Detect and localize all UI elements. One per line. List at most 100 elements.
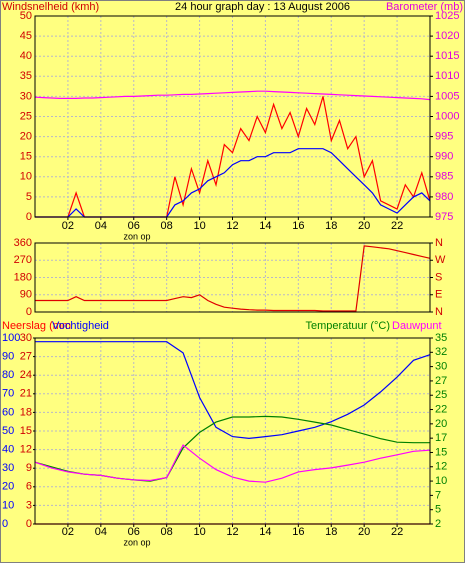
y3-tick-label: 0 [26,518,32,530]
series-name: Dauwpunt [392,320,442,332]
y3-tick-label: 6 [26,481,32,493]
y3-tick-label: 30 [20,332,32,344]
y2-tick-label: 7 [435,489,441,501]
y2-tick-label: 25 [435,389,447,401]
x-tick-label: 10 [193,220,205,232]
y2-tick-label: 17 [435,432,447,444]
y-tick-label: 50 [2,425,14,437]
y-tick-label: 25 [20,110,32,122]
y-tick-label: 0 [26,306,32,318]
y2-tick-label: 1005 [435,90,459,102]
x-tick-label: 06 [128,220,140,232]
y-tick-label: 45 [20,30,32,42]
y-tick-label: 10 [2,499,14,511]
y2-tick-label: 1015 [435,50,459,62]
y-tick-label: 5 [26,191,32,203]
y2-tick-label: 22 [435,403,447,415]
series-line [34,90,431,101]
y2-tick-label: 995 [435,131,453,143]
series-line [34,444,431,483]
y-tick-label: 20 [2,481,14,493]
x-tick-label: 16 [292,220,304,232]
y-tick-label: 20 [20,131,32,143]
series-name: Neerslag (mm [2,320,71,332]
plot-frame [34,242,431,313]
y3-tick-label: 3 [26,499,32,511]
y2-tick-label: W [435,254,446,266]
annotation: zon op [124,231,151,241]
y-tick-label: 90 [2,351,14,363]
x-tick-label: 16 [292,526,304,538]
y2-tick-label: 15 [435,446,447,458]
y2-tick-label: 30 [435,361,447,373]
y2-tick-label: E [435,289,442,301]
series-line [35,341,431,440]
y2-tick-label: 990 [435,151,453,163]
x-tick-label: 04 [95,220,107,232]
x-tick-label: 18 [325,220,337,232]
x-tick-label: 20 [358,220,370,232]
y2-tick-label: 1020 [435,30,459,42]
y3-tick-label: 24 [20,369,32,381]
y2-tick-label: 975 [435,211,453,223]
y-tick-label: 15 [20,151,32,163]
y-tick-label: 35 [20,70,32,82]
y-tick-label: 70 [2,388,14,400]
y2-tick-label: 985 [435,171,453,183]
y-tick-label: 360 [14,237,32,249]
series-name: Vochtigheid [52,320,109,332]
y3-tick-label: 12 [20,444,32,456]
y2-tick-label: 32 [435,346,447,358]
y3-tick-label: 18 [20,406,32,418]
y3-tick-label: 9 [26,462,32,474]
x-tick-label: 12 [226,526,238,538]
y-tick-label: 30 [20,90,32,102]
y2-tick-label: 2 [435,518,441,530]
x-tick-label: 18 [325,526,337,538]
x-tick-label: 02 [62,220,74,232]
y-tick-label: 60 [2,406,14,418]
x-tick-label: 12 [226,220,238,232]
y2-tick-label: N [435,237,443,249]
annotation: zon op [124,537,151,547]
y3-tick-label: 15 [20,425,32,437]
y-tick-label: 80 [2,369,14,381]
x-tick-label: 08 [161,220,173,232]
y-tick-label: 180 [14,271,32,283]
y-tick-label: 50 [20,10,32,22]
y-tick-label: 10 [20,171,32,183]
x-tick-label: 04 [95,526,107,538]
y2-axis-label: Barometer (mb) [386,1,463,13]
y-tick-label: 270 [14,254,32,266]
y-tick-label: 30 [2,462,14,474]
y2-tick-label: S [435,271,442,283]
y2-tick-label: 5 [435,504,441,516]
y2-tick-label: 1010 [435,70,459,82]
x-tick-label: 14 [259,526,271,538]
x-tick-label: 06 [128,526,140,538]
y2-tick-label: 27 [435,375,447,387]
y2-tick-label: 1025 [435,10,459,22]
y-tick-label: 90 [20,289,32,301]
y-tick-label: 0 [2,518,8,530]
y2-tick-label: 1000 [435,110,459,122]
y2-tick-label: 20 [435,418,447,430]
y-tick-label: 100 [2,332,20,344]
x-tick-label: 08 [161,526,173,538]
y2-tick-label: 980 [435,191,453,203]
y2-tick-label: 12 [435,461,447,473]
y-tick-label: 0 [26,211,32,223]
x-tick-label: 22 [391,526,403,538]
chart-title: 24 hour graph day : 13 August 2006 [175,1,350,13]
y2-tick-label: 10 [435,475,447,487]
series-line [35,245,431,312]
plot-frame [34,337,431,525]
series-name: Temperatuur (°C) [306,320,390,332]
y3-tick-label: 27 [20,351,32,363]
x-tick-label: 20 [358,526,370,538]
y3-tick-label: 21 [20,388,32,400]
plot-frame [34,15,431,218]
x-tick-label: 02 [62,526,74,538]
x-tick-label: 14 [259,220,271,232]
